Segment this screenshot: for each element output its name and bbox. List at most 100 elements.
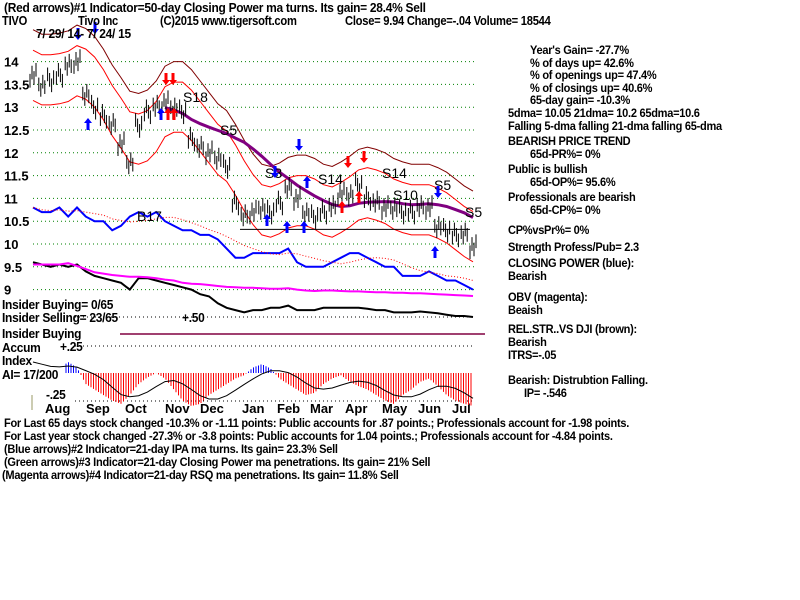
signal-label: S18 — [183, 89, 208, 105]
x-tick-label: Oct — [125, 401, 147, 416]
x-tick-label: Aug — [45, 401, 70, 416]
ai-value: AI= 17/200 — [2, 367, 59, 382]
signal-label: S5 — [220, 122, 237, 138]
up-arrow-icon — [263, 214, 271, 226]
closing-power-state: Bearish — [508, 269, 547, 283]
up-arrow-icon — [338, 201, 346, 213]
insider-selling: Insider Selling= 23/65 — [2, 310, 118, 325]
up-arrow-icon — [164, 108, 172, 120]
ma65-line — [164, 106, 474, 219]
up-arrow-icon — [355, 191, 363, 203]
footer-blue-arrows: (Blue arrows)#2 Indicator=21-day IPA ma … — [4, 442, 338, 456]
footer-green-arrows: (Green arrows)#3 Indicator=21-day Closin… — [4, 455, 431, 469]
x-tick-label: Jun — [418, 401, 441, 416]
down-arrow-icon — [74, 28, 82, 40]
dma: 5dma= 10.05 21dma= 10.2 65dma=10.6 — [508, 106, 700, 120]
obv-state: Beaish — [508, 303, 543, 317]
x-tick-label: Dec — [200, 401, 224, 416]
lower-band — [32, 95, 474, 263]
closings-up: % of closings up= 40.6% — [530, 81, 653, 95]
cp-vs-pr: CP%vsPr%= 0% — [508, 223, 590, 237]
ticker: TIVO — [2, 13, 28, 28]
up-arrow-icon — [300, 221, 308, 233]
y-tick-label: 11 — [4, 191, 18, 206]
ai-tick-p50: +.50 — [182, 310, 205, 325]
op: 65d-OP%= 95.6% — [530, 175, 616, 189]
y-tick-label: 12 — [4, 146, 18, 161]
days-up: % of days up= 42.6% — [530, 56, 634, 70]
public: Public is bullish — [508, 162, 588, 176]
ai-tick-m25: -.25 — [46, 387, 66, 402]
obv-line — [33, 262, 474, 297]
obv-label: OBV (magenta): — [508, 290, 588, 304]
closing-power-ma — [32, 207, 474, 281]
professionals: Professionals are bearish — [508, 190, 636, 204]
signal-label: S10 — [393, 187, 418, 203]
closing-power-line — [32, 206, 474, 291]
falling: Falling 5-dma falling 21-dma falling 65-… — [508, 119, 722, 133]
x-tick-label: Sep — [86, 401, 110, 416]
accum-label: Accum — [2, 340, 41, 355]
y-tick-label: 9 — [4, 283, 11, 298]
down-arrow-icon — [344, 156, 352, 168]
price-trend: BEARISH PRICE TREND — [508, 134, 631, 148]
down-arrow-icon — [162, 73, 170, 85]
cp: 65d-CP%= 0% — [530, 203, 601, 217]
ai-tick-p25: +.25 — [60, 339, 83, 354]
x-tick-label: May — [382, 401, 408, 416]
down-arrow-icon — [271, 166, 279, 178]
signal-label: S14 — [318, 171, 343, 187]
down-arrow-icon — [360, 151, 368, 163]
signal-label: S14 — [382, 165, 407, 181]
y-tick-label: 11.5 — [4, 169, 29, 184]
up-arrow-icon — [170, 108, 178, 120]
y-tick-label: 10 — [4, 237, 18, 252]
footer-year: For Last year stock changed -27.3% or -3… — [4, 429, 613, 443]
y-tick-label: 12.5 — [4, 123, 29, 138]
relstr-line — [32, 261, 474, 318]
up-arrow-icon — [431, 246, 439, 258]
ip: IP= -.546 — [524, 386, 567, 400]
down-arrow-icon — [91, 22, 99, 34]
quote: Close= 9.94 Change=-.04 Volume= 18544 — [345, 13, 551, 28]
up-arrow-icon — [283, 221, 291, 233]
y-tick-label: 10.5 — [4, 214, 29, 229]
y-tick-label: 13 — [4, 100, 18, 115]
y-tick-label: 14 — [4, 55, 19, 70]
x-tick-label: Feb — [277, 401, 300, 416]
itrs: ITRS=-.05 — [508, 348, 557, 362]
signal-label: S5 — [465, 204, 482, 220]
down-arrow-icon — [295, 139, 303, 151]
up-arrow-icon — [84, 118, 92, 130]
ai-ma-line — [32, 361, 474, 400]
y-tick-label: 13.5 — [4, 77, 29, 92]
x-tick-label: Jan — [242, 401, 264, 416]
company-name: Tivo Inc — [78, 13, 118, 28]
up-arrow-icon — [157, 108, 165, 120]
x-tick-label: Jul — [452, 401, 471, 416]
footer-magenta-arrows: (Magenta arrows)#4 Indicator=21-day RSQ … — [2, 468, 399, 482]
up-arrow-icon — [303, 176, 311, 188]
x-tick-label: Mar — [310, 401, 333, 416]
indicator-1-title: (Red arrows)#1 Indicator=50-day Closing … — [4, 0, 426, 15]
signal-label: B17 — [137, 208, 162, 224]
upper-band — [32, 45, 474, 213]
outer-upper-band — [32, 24, 474, 192]
pr: 65d-PR%= 0% — [530, 147, 601, 161]
insider-buying-label: Insider Buying — [2, 326, 82, 341]
years-gain: Year's Gain= -27.7% — [530, 43, 629, 57]
insider-buying: Insider Buying= 0/65 — [2, 297, 114, 312]
closing-power-label: CLOSING POWER (blue): — [508, 256, 635, 270]
copyright: (C)2015 www.tigersoft.com — [160, 13, 297, 28]
x-tick-label: Apr — [345, 401, 367, 416]
down-arrow-icon — [434, 186, 442, 198]
x-tick-label: Nov — [165, 401, 190, 416]
gain-65: 65-day gain= -10.3% — [530, 93, 630, 107]
openings-up: % of openings up= 47.4% — [530, 68, 657, 82]
index-label: Index — [2, 353, 32, 368]
relstr-label: REL.STR..VS DJI (brown): — [508, 322, 637, 336]
strength: Strength Profess/Pub= 2.3 — [508, 240, 639, 254]
footer-65-days: For Last 65 days stock changed -10.3% or… — [4, 416, 630, 430]
date-range: 7/ 29/ 14- 7/ 24/ 15 — [36, 26, 131, 41]
